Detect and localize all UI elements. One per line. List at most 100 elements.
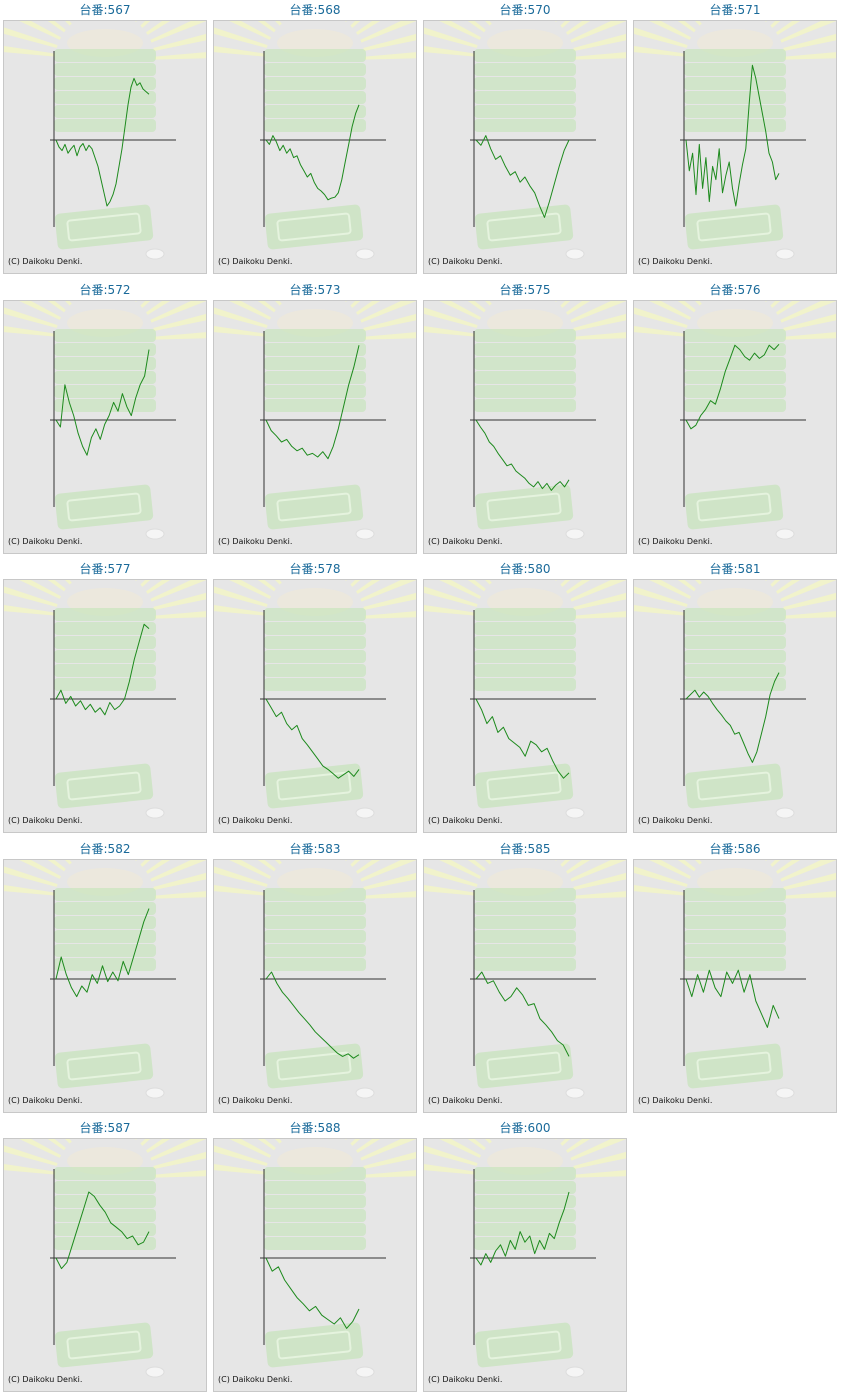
- graph-svg: [214, 580, 416, 819]
- machine-number-link[interactable]: 台番:573: [289, 282, 341, 297]
- background-decoration: [4, 859, 206, 1098]
- slump-graph[interactable]: (C) Daikoku Denki.: [3, 20, 207, 274]
- graph-svg: [214, 300, 416, 539]
- slump-graph[interactable]: (C) Daikoku Denki.: [423, 20, 627, 274]
- graph-svg: [4, 1139, 206, 1378]
- machine-number-link[interactable]: 台番:582: [79, 841, 131, 856]
- graph-card: 台番:580 (C) Daikoku Denki.: [420, 559, 630, 834]
- machine-number-link[interactable]: 台番:600: [499, 1121, 551, 1135]
- machine-number-link[interactable]: 台番:580: [499, 562, 551, 576]
- copyright-text: (C) Daikoku Denki.: [428, 257, 503, 266]
- background-decoration: [4, 580, 206, 819]
- slump-line: [265, 344, 360, 459]
- graph-card: 台番:575 (C) Daikoku Denki.: [420, 280, 630, 555]
- slump-graph[interactable]: (C) Daikoku Denki.: [213, 579, 417, 833]
- copyright-text: (C) Daikoku Denki.: [8, 816, 83, 825]
- background-decoration: [4, 21, 206, 260]
- slump-graph[interactable]: (C) Daikoku Denki.: [423, 579, 627, 833]
- background-decoration: [634, 859, 836, 1098]
- machine-number-link[interactable]: 台番:581: [709, 562, 761, 576]
- copyright-text: (C) Daikoku Denki.: [218, 1375, 293, 1384]
- copyright-text: (C) Daikoku Denki.: [428, 536, 503, 546]
- slump-graph[interactable]: (C) Daikoku Denki.: [3, 858, 207, 1113]
- copyright-text: (C) Daikoku Denki.: [638, 257, 713, 266]
- copyright-text: (C) Daikoku Denki.: [8, 257, 83, 266]
- machine-number-link[interactable]: 台番:568: [289, 3, 341, 17]
- graph-card: 台番:578 (C) Daikoku Denki.: [210, 559, 420, 834]
- machine-number-link[interactable]: 台番:567: [79, 3, 131, 17]
- graph-svg: [634, 21, 836, 260]
- background-decoration: [4, 300, 206, 539]
- slump-graph[interactable]: (C) Daikoku Denki.: [633, 299, 837, 554]
- graph-svg: [4, 580, 206, 819]
- graph-svg: [214, 859, 416, 1098]
- slump-graph[interactable]: (C) Daikoku Denki.: [423, 299, 627, 554]
- copyright-text: (C) Daikoku Denki.: [218, 257, 293, 266]
- copyright-text: (C) Daikoku Denki.: [218, 536, 293, 546]
- graph-svg: [4, 859, 206, 1098]
- background-decoration: [214, 300, 416, 539]
- slump-graph[interactable]: (C) Daikoku Denki.: [213, 299, 417, 554]
- graph-card: 台番:571 (C) Daikoku Denki.: [630, 0, 840, 275]
- slump-line: [55, 349, 150, 456]
- graph-svg: [424, 300, 626, 539]
- graph-card: 台番:581 (C) Daikoku Denki.: [630, 559, 840, 834]
- machine-number-link[interactable]: 台番:577: [79, 562, 131, 576]
- machine-number-link[interactable]: 台番:583: [289, 841, 341, 856]
- copyright-text: (C) Daikoku Denki.: [428, 1095, 503, 1105]
- background-decoration: [214, 1139, 416, 1378]
- machine-number-link[interactable]: 台番:571: [709, 3, 761, 17]
- background-decoration: [214, 859, 416, 1098]
- background-decoration: [214, 21, 416, 260]
- background-decoration: [424, 859, 626, 1098]
- slump-graph[interactable]: (C) Daikoku Denki.: [3, 579, 207, 833]
- slump-line: [55, 623, 150, 716]
- slump-line: [685, 969, 780, 1028]
- graph-card: 台番:568 (C) Daikoku Denki.: [210, 0, 420, 275]
- machine-number-link[interactable]: 台番:588: [289, 1121, 341, 1135]
- graph-svg: [4, 21, 206, 260]
- copyright-text: (C) Daikoku Denki.: [638, 536, 713, 546]
- machine-number-link[interactable]: 台番:572: [79, 282, 131, 297]
- graph-svg: [424, 580, 626, 819]
- machine-number-link[interactable]: 台番:586: [709, 841, 761, 856]
- machine-number-link[interactable]: 台番:578: [289, 562, 341, 576]
- slump-graph[interactable]: (C) Daikoku Denki.: [633, 20, 837, 274]
- graph-svg: [4, 300, 206, 539]
- graph-card: 台番:586 (C) Daikoku Denki.: [630, 839, 840, 1114]
- machine-number-link[interactable]: 台番:585: [499, 841, 551, 856]
- slump-line: [475, 698, 570, 779]
- graph-svg: [634, 580, 836, 819]
- slump-line: [685, 672, 780, 763]
- slump-line: [475, 419, 570, 491]
- machine-number-link[interactable]: 台番:587: [79, 1121, 131, 1135]
- machine-number-link[interactable]: 台番:570: [499, 3, 551, 17]
- slump-graph[interactable]: (C) Daikoku Denki.: [633, 858, 837, 1113]
- slump-graph[interactable]: (C) Daikoku Denki.: [633, 579, 837, 833]
- slump-graph[interactable]: (C) Daikoku Denki.: [423, 858, 627, 1113]
- graph-card: 台番:583 (C) Daikoku Denki.: [210, 839, 420, 1114]
- machine-number-link[interactable]: 台番:576: [709, 282, 761, 297]
- graph-svg: [424, 21, 626, 260]
- slump-graph[interactable]: (C) Daikoku Denki.: [213, 858, 417, 1113]
- copyright-text: (C) Daikoku Denki.: [218, 1095, 293, 1105]
- graph-card: 台番:576 (C) Daikoku Denki.: [630, 280, 840, 555]
- slump-graph[interactable]: (C) Daikoku Denki.: [213, 20, 417, 274]
- background-decoration: [424, 21, 626, 260]
- slump-graph[interactable]: (C) Daikoku Denki.: [213, 1138, 417, 1392]
- slump-graph[interactable]: (C) Daikoku Denki.: [3, 1138, 207, 1392]
- graph-card: 台番:582 (C) Daikoku Denki.: [0, 839, 210, 1114]
- graph-svg: [214, 1139, 416, 1378]
- slump-graph[interactable]: (C) Daikoku Denki.: [3, 299, 207, 554]
- graph-svg: [214, 21, 416, 260]
- graph-card: 台番:585 (C) Daikoku Denki.: [420, 839, 630, 1114]
- machine-number-link[interactable]: 台番:575: [499, 282, 551, 297]
- copyright-text: (C) Daikoku Denki.: [638, 816, 713, 825]
- graph-svg: [424, 1139, 626, 1378]
- slump-graph[interactable]: (C) Daikoku Denki.: [423, 1138, 627, 1392]
- graph-card: 台番:572 (C) Daikoku Denki.: [0, 280, 210, 555]
- slump-line: [55, 77, 150, 207]
- copyright-text: (C) Daikoku Denki.: [428, 816, 503, 825]
- copyright-text: (C) Daikoku Denki.: [638, 1095, 713, 1105]
- background-decoration: [424, 300, 626, 539]
